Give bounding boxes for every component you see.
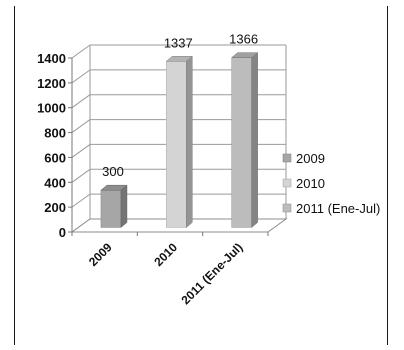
data-label: 1337	[164, 35, 193, 50]
bar-front	[166, 61, 187, 228]
y-tick-label: 800	[44, 126, 66, 141]
side-wall-line	[71, 69, 91, 84]
side-wall-line	[71, 94, 91, 109]
legend-label: 2010	[296, 176, 325, 191]
x-tick-label: 2011 (Ene-Jul)	[178, 240, 245, 307]
bar-top	[100, 184, 128, 191]
legend-swatch	[282, 203, 292, 213]
x-tick-label: 2009	[86, 240, 115, 269]
legend-swatch	[282, 153, 292, 163]
bar-side	[120, 184, 128, 228]
y-tick-label: 1200	[37, 76, 66, 91]
x-tick-label: 2010	[151, 240, 180, 269]
legend: 2009 2010 2011 (Ene-Jul)	[282, 151, 380, 216]
data-label: 300	[102, 164, 124, 179]
bar-front	[231, 57, 252, 228]
bar-side	[251, 52, 258, 228]
legend-item: 2010	[282, 176, 325, 191]
y-tick-label: 600	[44, 150, 66, 165]
y-tick-label: 200	[44, 200, 66, 215]
legend-item: 2011 (Ene-Jul)	[282, 201, 380, 216]
side-wall-line	[71, 193, 91, 208]
bar-side	[186, 55, 193, 228]
bar-2011-ene-jul-	[230, 52, 259, 228]
y-tick-label: 1000	[37, 101, 66, 116]
y-tick-label: 1400	[37, 51, 66, 66]
side-wall-line	[71, 44, 91, 59]
side-wall-line	[71, 119, 91, 133]
legend-item: 2009	[282, 151, 325, 166]
side-wall-line	[71, 168, 91, 183]
bar-top	[230, 52, 259, 58]
bar-top	[165, 56, 193, 62]
y-tick-label: 400	[44, 175, 66, 190]
legend-swatch	[282, 178, 292, 188]
side-wall-line	[71, 144, 91, 158]
bar-2009	[100, 184, 128, 228]
legend-label: 2011 (Ene-Jul)	[296, 201, 380, 216]
data-label: 1366	[229, 32, 258, 47]
bars-layer	[100, 52, 259, 228]
bar-2010	[165, 55, 193, 228]
bar-front	[100, 189, 122, 228]
legend-label: 2009	[296, 151, 325, 166]
y-tick-label: 0	[59, 225, 66, 240]
chart-frame	[14, 6, 388, 345]
